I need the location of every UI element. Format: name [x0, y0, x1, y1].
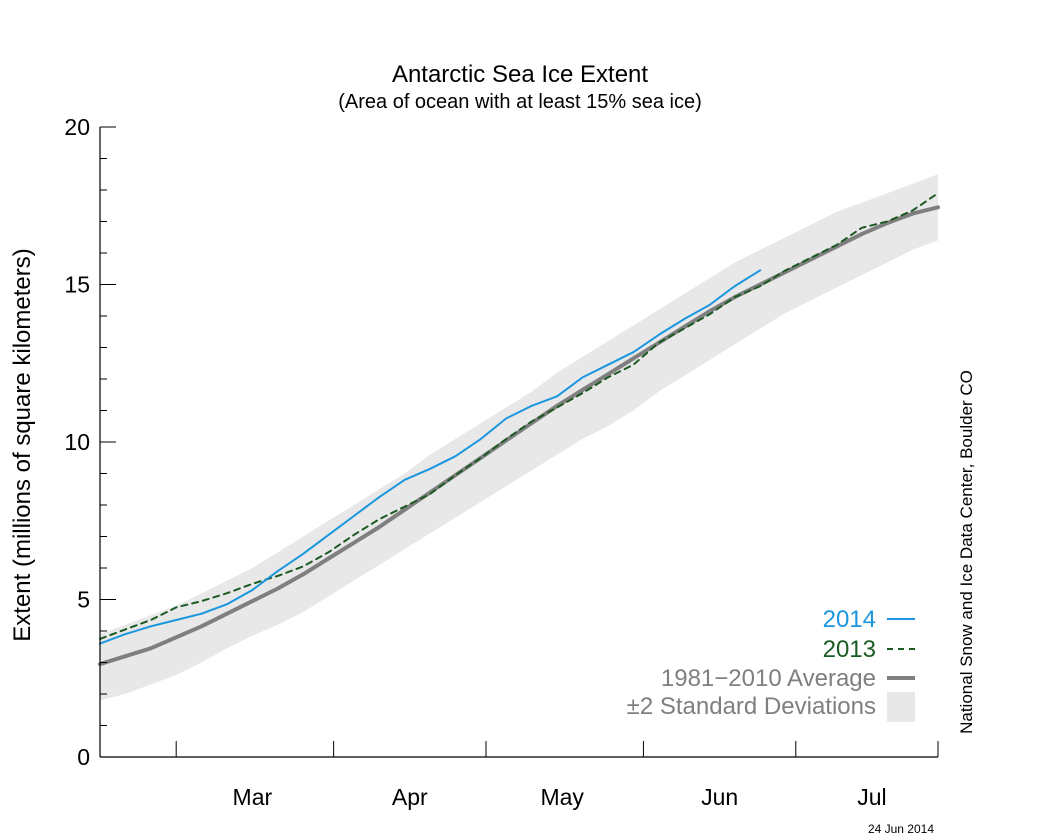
stddev-band	[100, 174, 938, 701]
x-tick-label: Mar	[233, 784, 273, 810]
tick-labels: 0 5 10 15 20 Mar Apr May Jun Jul	[64, 114, 886, 810]
axes	[99, 126, 939, 758]
series-2014-line	[99, 269, 762, 645]
legend-label-average: 1981−2010 Average	[661, 665, 876, 692]
series-2013-line	[99, 192, 939, 640]
y-tick-label: 0	[77, 744, 90, 770]
y-tick-label: 20	[64, 114, 90, 140]
x-tick-label: Jul	[857, 784, 886, 810]
legend-label-stddev: ±2 Standard Deviations	[627, 693, 876, 720]
x-tick-label: Apr	[392, 784, 428, 810]
date-stamp: 24 Jun 2014	[868, 822, 934, 836]
legend-label-2014: 2014	[823, 606, 876, 633]
series-average-line	[98, 205, 940, 667]
y-tick-label: 15	[64, 272, 90, 298]
plot-area	[98, 174, 940, 701]
y-axis-label: Extent (millions of square kilometers)	[9, 248, 36, 641]
x-tick-label: Jun	[701, 784, 738, 810]
legend-swatch-stddev	[887, 692, 915, 722]
y-tick-label: 5	[77, 587, 90, 613]
chart-subtitle: (Area of ocean with at least 15% sea ice…	[338, 91, 702, 113]
legend-label-2013: 2013	[823, 636, 876, 663]
chart-title: Antarctic Sea Ice Extent	[392, 61, 648, 88]
y-tick-label: 10	[64, 429, 90, 455]
credit-text: National Snow and Ice Data Center, Bould…	[957, 370, 976, 734]
x-tick-label: May	[540, 784, 584, 810]
